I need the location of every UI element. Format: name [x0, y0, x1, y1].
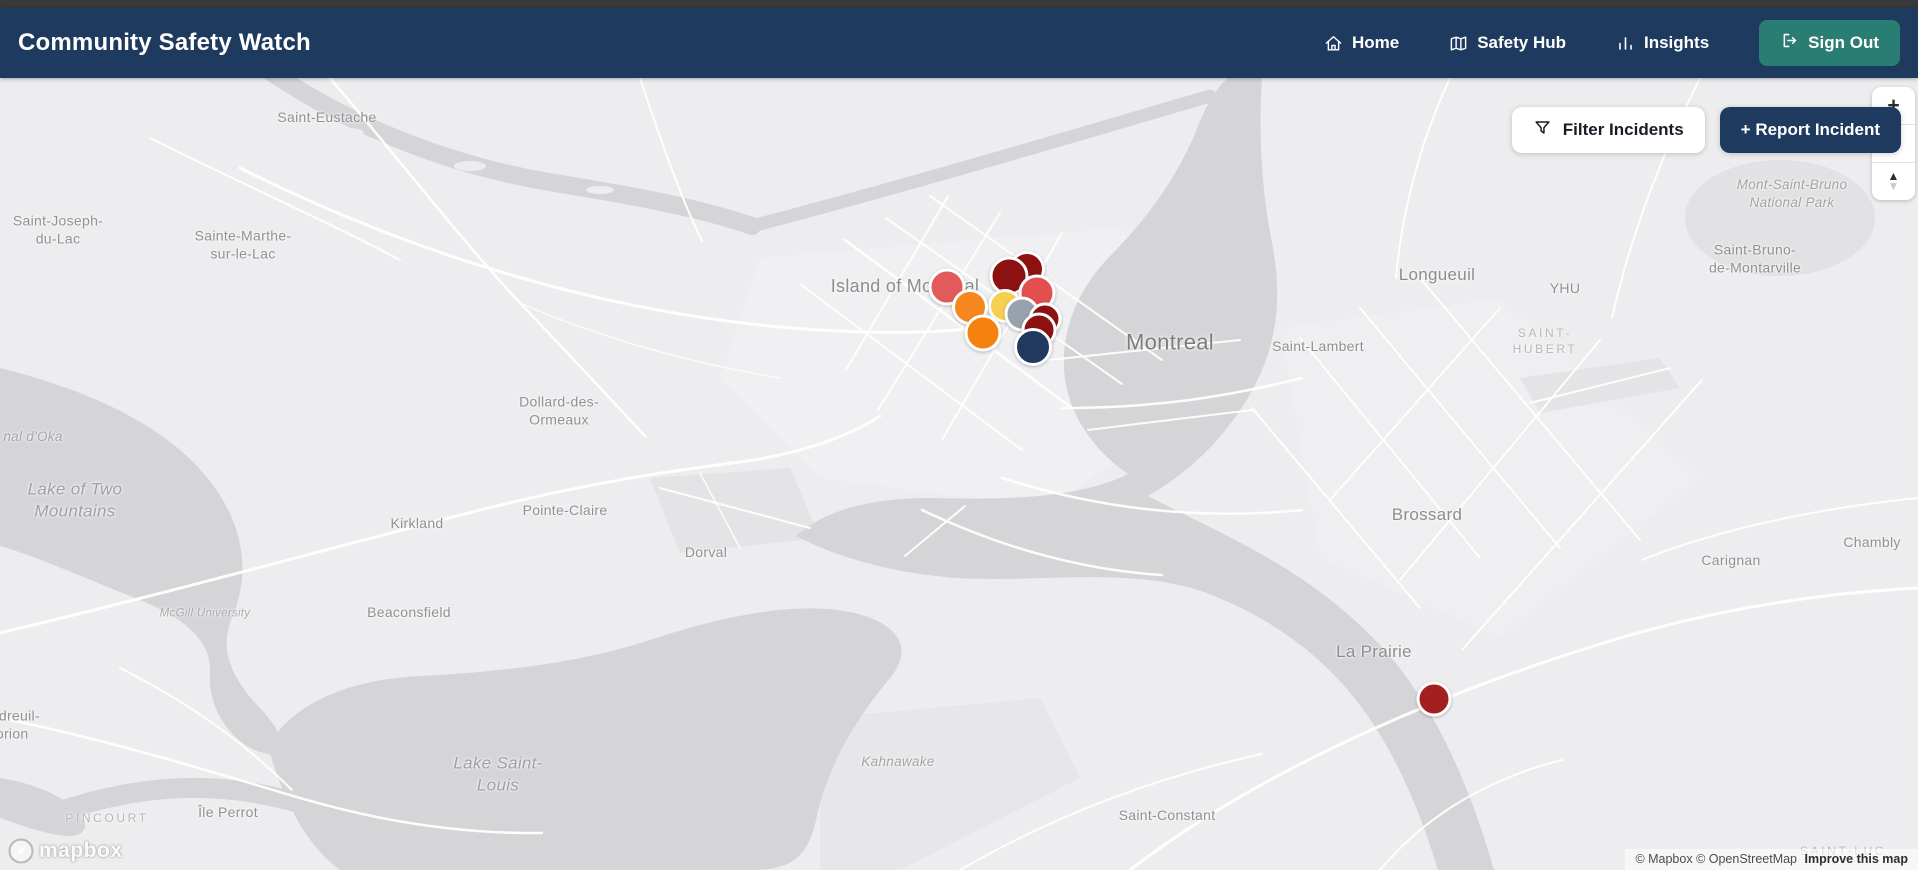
map-label-dollard-des-ormeaux: Dollard-des- Ormeaux [519, 393, 599, 428]
landuse-kahnawake [820, 698, 1080, 870]
pitch-up-icon: ▲ [1887, 169, 1900, 184]
map-label-chambly: Chambly [1843, 533, 1901, 550]
river-islands [336, 128, 614, 194]
map-label-longueuil: Longueuil [1398, 264, 1476, 284]
mapbox-attribution-link[interactable]: © Mapbox [1635, 852, 1693, 866]
pitch-control[interactable]: ▲ ▼ [1872, 162, 1915, 200]
map-label-montreal: Montreal [1126, 329, 1214, 355]
app-header: Community Safety Watch Home Safety Hub Ins… [0, 8, 1918, 78]
incident-marker[interactable] [1416, 681, 1452, 717]
improve-map-link[interactable]: Improve this map [1804, 852, 1909, 866]
map-label-oka-park: nal d'Oka [3, 429, 63, 445]
sign-out-label: Sign Out [1808, 33, 1879, 52]
nav-item-home[interactable]: Home [1324, 33, 1399, 53]
browser-top-strip [0, 0, 1918, 8]
map-label-mcgill-university: McGill University [159, 607, 251, 620]
sign-out-button[interactable]: Sign Out [1759, 20, 1900, 66]
incident-marker[interactable] [1014, 328, 1052, 366]
osm-attribution-link[interactable]: © OpenStreetMap [1696, 852, 1798, 866]
map-label-pointe-claire: Pointe-Claire [522, 501, 608, 518]
map-label-sainte-marthe-sur-le-lac: Sainte-Marthe-sur-le-Lac [194, 227, 292, 262]
map-label-kirkland: Kirkland [390, 514, 444, 531]
map-label-dorval: Dorval [684, 543, 728, 560]
map-label-mont-saint-bruno-park: Mont-Saint-Bruno National Park [1736, 177, 1848, 210]
nav-item-label: Home [1351, 33, 1400, 52]
map-label-carignan: Carignan [1701, 551, 1761, 568]
map-base-art [0, 78, 1918, 870]
park-mont-saint-bruno [1685, 160, 1875, 276]
map-label-kahnawake: Kahnawake [861, 754, 935, 770]
map-label-saint-lambert: Saint-Lambert [1272, 337, 1364, 354]
map-label-saint-joseph-du-lac: Saint-Joseph-du-Lac [12, 212, 104, 247]
home-icon [1324, 34, 1343, 53]
insights-icon [1616, 34, 1635, 53]
map-label-vaudreuil-dorion: Vaudreuil-Dorion [0, 707, 40, 742]
map-label-lake-saint-louis: Lake Saint- Louis [453, 753, 543, 795]
report-incident-button[interactable]: + Report Incident [1719, 107, 1901, 153]
map-label-ile-perrot: Île Perrot [198, 803, 258, 820]
map-label-brossard: Brossard [1391, 504, 1463, 524]
mapbox-logo[interactable]: mapbox [8, 838, 123, 864]
nav-item-label: Insights [1644, 33, 1710, 52]
mapbox-logo-text: mapbox [39, 839, 123, 862]
river-ribbons [45, 78, 1217, 855]
urban-patch-southshore [1280, 298, 1700, 638]
airport-yul [650, 468, 820, 553]
map-label-saint-hubert: SAINT- HUBERT [1512, 326, 1578, 356]
map-label-saint-eustache: Saint-Eustache [277, 108, 377, 125]
water-shapes [0, 78, 1494, 870]
map-attribution: © Mapbox © OpenStreetMap Improve this ma… [1625, 849, 1918, 870]
map-canvas[interactable]: Saint-Eustache Saint-Joseph-du-Lac Sainte-… [0, 78, 1918, 870]
nav-item-insights[interactable]: Insights [1616, 33, 1709, 53]
map-label-saint-bruno-de-montarville: Saint-Bruno-de-Montarville [1708, 241, 1802, 276]
app-title: Community Safety Watch [18, 29, 311, 56]
map-action-buttons: Filter Incidents + Report Incident [1511, 107, 1901, 153]
map-label-lake-of-two-mountains: Lake of Two Mountains [27, 479, 123, 521]
signout-icon [1780, 31, 1799, 55]
nav-item-safety-hub[interactable]: Safety Hub [1449, 33, 1566, 53]
nav-item-label: Safety Hub [1477, 33, 1566, 52]
map-label-yhu: YHU [1549, 279, 1581, 296]
mapbox-logo-icon [8, 838, 34, 864]
filter-incidents-button[interactable]: Filter Incidents [1511, 107, 1705, 153]
map-label-la-prairie: La Prairie [1336, 641, 1412, 661]
header-nav: Home Safety Hub Insights [1324, 33, 1709, 53]
map-icon [1449, 34, 1468, 53]
filter-icon [1533, 118, 1552, 142]
incident-marker[interactable] [964, 314, 1002, 352]
map-label-pincourt: PINCOURT [65, 811, 149, 826]
pitch-down-icon: ▼ [1887, 178, 1900, 193]
filter-incidents-label: Filter Incidents [1562, 120, 1684, 139]
report-incident-label: + Report Incident [1740, 120, 1880, 139]
map-label-saint-constant: Saint-Constant [1118, 806, 1216, 823]
map-label-beaconsfield: Beaconsfield [367, 603, 451, 620]
